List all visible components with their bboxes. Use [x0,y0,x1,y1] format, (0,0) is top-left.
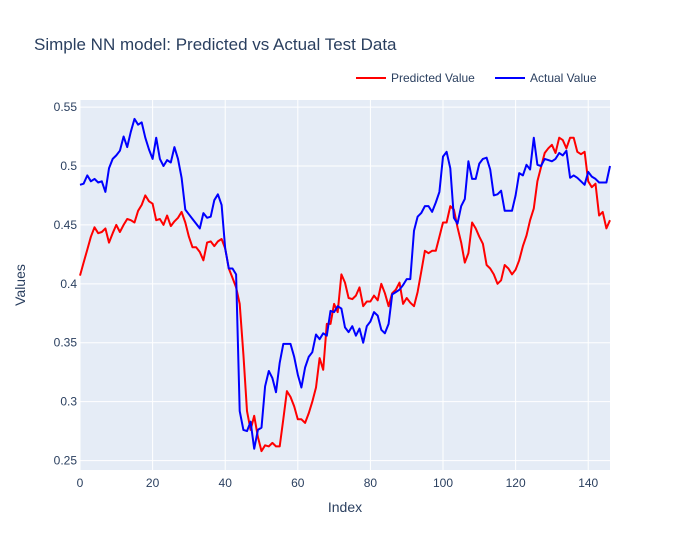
x-tick-label: 100 [433,476,453,490]
x-tick-label: 60 [291,476,305,490]
series-line-predicted [79,136,611,453]
legend-label-predicted: Predicted Value [391,71,475,85]
grid [79,100,610,470]
chart-title: Simple NN model: Predicted vs Actual Tes… [34,35,397,54]
x-tick-label: 120 [506,476,526,490]
legend-item-predicted[interactable]: Predicted Value [356,71,475,85]
y-axis-title: Values [12,264,28,306]
y-tick-label: 0.5 [60,159,77,173]
x-axis-title: Index [328,499,362,515]
x-tick-label: 140 [578,476,598,490]
legend-label-actual: Actual Value [530,71,597,85]
y-tick-label: 0.55 [54,100,78,114]
y-tick-label: 0.45 [54,218,78,232]
series-line-actual [79,117,611,450]
y-tick-label: 0.4 [60,277,77,291]
x-tick-label: 0 [77,476,84,490]
tick-labels: 0 20 40 60 80 100 120 140 0.25 0.3 0.35 0.4 0.45 0.5 0… [54,100,599,490]
legend[interactable]: Predicted Value Actual Value [356,71,597,85]
y-tick-label: 0.3 [60,395,77,409]
y-tick-label: 0.25 [54,454,78,468]
x-tick-label: 80 [364,476,378,490]
x-tick-label: 20 [146,476,160,490]
x-tick-label: 40 [219,476,233,490]
series-lines [79,117,611,453]
legend-item-actual[interactable]: Actual Value [495,71,597,85]
y-tick-label: 0.35 [54,336,78,350]
